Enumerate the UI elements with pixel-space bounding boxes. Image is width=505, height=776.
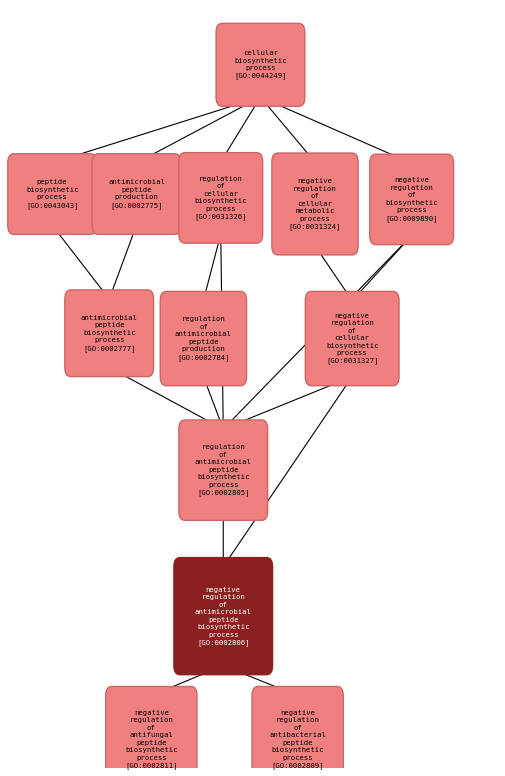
Text: cellular
biosynthetic
process
[GO:0044249]: cellular biosynthetic process [GO:004424… (234, 50, 286, 79)
FancyBboxPatch shape (174, 558, 272, 674)
FancyBboxPatch shape (92, 154, 180, 234)
FancyBboxPatch shape (369, 154, 452, 244)
Text: antimicrobial
peptide
biosynthetic
process
[GO:0002777]: antimicrobial peptide biosynthetic proce… (81, 315, 137, 352)
Text: regulation
of
antimicrobial
peptide
biosynthetic
process
[GO:0002805]: regulation of antimicrobial peptide bios… (194, 444, 251, 496)
FancyBboxPatch shape (178, 153, 262, 243)
Text: peptide
biosynthetic
process
[GO:0043043]: peptide biosynthetic process [GO:0043043… (26, 179, 78, 209)
Text: antimicrobial
peptide
production
[GO:0002775]: antimicrobial peptide production [GO:000… (108, 179, 165, 209)
Text: negative
regulation
of
antimicrobial
peptide
biosynthetic
process
[GO:0002806]: negative regulation of antimicrobial pep… (194, 587, 251, 646)
Text: negative
regulation
of
cellular
metabolic
process
[GO:0031324]: negative regulation of cellular metaboli… (288, 178, 340, 230)
FancyBboxPatch shape (305, 292, 398, 386)
FancyBboxPatch shape (178, 420, 267, 521)
FancyBboxPatch shape (8, 154, 96, 234)
FancyBboxPatch shape (106, 687, 196, 776)
Text: negative
regulation
of
biosynthetic
process
[GO:0009890]: negative regulation of biosynthetic proc… (385, 177, 437, 221)
Text: regulation
of
cellular
biosynthetic
process
[GO:0031326]: regulation of cellular biosynthetic proc… (194, 175, 246, 220)
Text: negative
regulation
of
antibacterial
peptide
biosynthetic
process
[GO:0002809]: negative regulation of antibacterial pep… (269, 710, 325, 769)
FancyBboxPatch shape (216, 23, 304, 106)
FancyBboxPatch shape (160, 292, 246, 386)
FancyBboxPatch shape (65, 290, 154, 376)
Text: regulation
of
antimicrobial
peptide
production
[GO:0002784]: regulation of antimicrobial peptide prod… (175, 317, 231, 361)
Text: negative
regulation
of
antifungal
peptide
biosynthetic
process
[GO:0002811]: negative regulation of antifungal peptid… (125, 710, 177, 769)
FancyBboxPatch shape (251, 687, 342, 776)
Text: negative
regulation
of
cellular
biosynthetic
process
[GO:0031327]: negative regulation of cellular biosynth… (325, 313, 378, 365)
FancyBboxPatch shape (271, 153, 358, 255)
